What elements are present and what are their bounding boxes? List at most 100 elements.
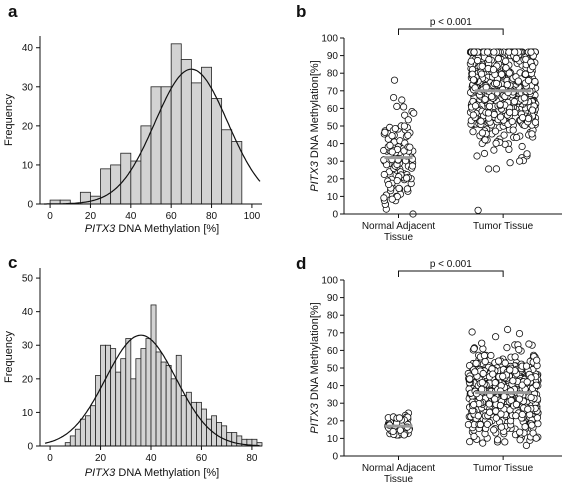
significance-bracket	[398, 270, 504, 277]
y-tick-label: 40	[327, 139, 339, 150]
data-point	[532, 434, 540, 442]
data-point	[485, 400, 493, 408]
data-point	[497, 70, 506, 78]
data-point	[506, 159, 514, 167]
histogram-bar	[226, 432, 233, 447]
data-point	[403, 185, 411, 193]
data-point	[533, 356, 541, 364]
x-tick-label: 80	[246, 453, 258, 464]
data-point	[388, 195, 396, 203]
data-point	[481, 136, 489, 144]
data-point	[515, 395, 524, 403]
data-point	[522, 362, 531, 370]
y-tick-label: 0	[27, 442, 33, 453]
data-point	[479, 369, 487, 378]
data-point	[527, 48, 535, 56]
data-point	[512, 412, 520, 420]
data-point	[521, 423, 529, 431]
data-point	[480, 149, 489, 158]
histogram-bar	[196, 401, 202, 447]
histogram-bar	[90, 405, 96, 447]
y-axis-label: Frequency	[3, 94, 15, 146]
histogram-bar	[201, 66, 212, 205]
data-point	[479, 439, 487, 447]
histogram-bar	[120, 152, 132, 205]
p-value-annotation: p < 0.001	[430, 17, 472, 28]
x-tick-label: 20	[95, 453, 107, 464]
data-point	[492, 79, 501, 88]
histogram-bar	[221, 425, 228, 447]
histogram-bar	[110, 348, 117, 447]
data-point	[477, 70, 486, 78]
data-point	[395, 414, 403, 422]
data-point	[496, 101, 504, 109]
data-point	[489, 370, 497, 378]
data-point	[391, 125, 399, 133]
data-point	[491, 379, 499, 387]
y-tick-label: 60	[327, 104, 339, 115]
histogram-bar	[155, 351, 162, 447]
data-point	[395, 184, 403, 192]
data-point	[410, 109, 418, 117]
data-point	[497, 410, 505, 418]
x-tick-label: 40	[145, 453, 157, 464]
data-point	[380, 194, 388, 202]
data-point	[505, 108, 514, 117]
data-point	[466, 375, 474, 383]
y-axis-label: PITX3 DNA Methylation[%]	[309, 302, 321, 433]
data-point	[471, 102, 480, 110]
data-point	[476, 420, 484, 429]
histogram-bar	[190, 401, 197, 447]
data-point	[506, 366, 514, 374]
data-point	[497, 423, 506, 431]
x-axis-label: PITX3 DNA Methylation [%]	[85, 223, 220, 235]
x-tick-label: 100	[244, 211, 261, 222]
x-tick-label: 40	[125, 211, 137, 222]
data-point	[528, 130, 536, 138]
data-point	[529, 429, 537, 437]
histogram-bar	[201, 408, 207, 447]
data-point	[467, 57, 475, 65]
data-point	[490, 426, 498, 434]
histogram-bar	[79, 418, 86, 447]
histogram-bar	[140, 348, 147, 447]
y-tick-label: 10	[327, 192, 339, 203]
data-point	[484, 109, 492, 117]
data-point	[386, 141, 394, 149]
data-point	[388, 148, 396, 156]
y-tick-label: 0	[332, 210, 338, 221]
data-point	[501, 359, 509, 367]
panel-c: c 0 20 40 60 80 0 10 20 30 40 50 PITX3 DNA Methylati…	[3, 253, 263, 479]
data-point	[514, 77, 523, 85]
data-point	[400, 431, 408, 439]
histogram-bar	[221, 129, 233, 205]
y-tick-label: 80	[327, 69, 339, 80]
histogram-bar	[115, 371, 122, 447]
category-label: Tumor Tissue	[473, 463, 534, 474]
histogram-bar	[190, 82, 202, 205]
p-value-annotation: p < 0.001	[430, 259, 472, 270]
histogram-bar	[160, 361, 167, 447]
data-point	[483, 48, 492, 56]
data-point	[388, 132, 396, 140]
histogram-bar	[175, 354, 182, 447]
data-point	[399, 103, 408, 111]
data-point	[515, 345, 523, 354]
histogram-bar	[185, 391, 192, 447]
data-point	[389, 427, 397, 436]
data-point	[505, 145, 513, 153]
y-tick-label: 50	[327, 364, 339, 375]
y-tick-label: 30	[327, 399, 339, 410]
panel-d: d 0 10 20 30 40 50 60 70 80 90 100 Normal Adjacent Ti…	[296, 254, 562, 484]
data-point	[508, 117, 516, 126]
y-tick-label: 10	[22, 408, 34, 419]
data-point	[469, 128, 477, 136]
data-point	[478, 339, 486, 347]
category-label: Normal Adjacent Tissue	[362, 463, 436, 484]
data-point	[512, 54, 521, 63]
data-point	[408, 162, 417, 170]
data-point	[464, 420, 472, 429]
data-point	[491, 333, 500, 341]
